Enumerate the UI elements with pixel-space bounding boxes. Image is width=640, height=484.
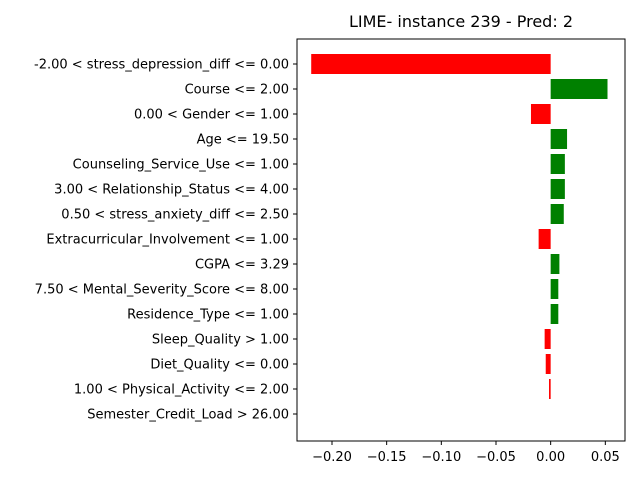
y-tick-label-2: 0.00 < Gender <= 1.00 [134,108,289,123]
y-tick-label-11: Sleep_Quality > 1.00 [152,333,289,348]
axes-layer [293,38,626,445]
x-tick-label-5: 0.05 [591,450,620,465]
x-tick-label-1: −0.15 [367,450,407,465]
bar-7 [538,229,551,249]
labels-layer: -2.00 < stress_depression_diff <= 0.00 Co… [34,58,620,466]
y-tick-label-12: Diet_Quality <= 0.00 [150,358,289,373]
bar-8 [550,254,560,274]
bar-13 [549,379,551,399]
y-tick-label-6: 0.50 < stress_anxiety_diff <= 2.50 [61,208,289,223]
y-tick-label-8: CGPA <= 3.29 [195,258,289,273]
bar-11 [544,329,551,349]
x-tick-label-4: 0.00 [536,450,565,465]
x-tick-label-3: −0.05 [476,450,516,465]
x-tick-label-2: −0.10 [421,450,461,465]
bars-layer [311,54,608,399]
y-tick-label-9: 7.50 < Mental_Severity_Score <= 8.00 [35,283,289,298]
y-tick-label-0: -2.00 < stress_depression_diff <= 0.00 [34,58,289,73]
bar-4 [550,154,565,174]
y-tick-label-4: Counseling_Service_Use <= 1.00 [73,158,289,173]
y-tick-label-7: Extracurricular_Involvement <= 1.00 [46,233,289,248]
plot-frame [296,38,626,442]
bar-12 [545,354,551,374]
x-tick-label-0: −0.20 [312,450,352,465]
bar-9 [550,279,559,299]
bar-3 [550,129,568,149]
y-tick-label-1: Course <= 2.00 [185,83,289,98]
bar-6 [550,204,564,224]
bar-10 [550,304,559,324]
y-tick-label-14: Semester_Credit_Load > 26.00 [87,408,289,423]
chart-title: LIME- instance 239 - Pred: 2 [349,12,573,31]
y-tick-label-5: 3.00 < Relationship_Status <= 4.00 [54,183,289,198]
bar-2 [530,104,551,124]
y-tick-label-3: Age <= 19.50 [197,133,289,148]
y-tick-label-10: Residence_Type <= 1.00 [127,308,289,323]
bar-5 [550,179,565,199]
bar-1 [550,79,608,99]
bar-0 [311,54,551,74]
y-tick-label-13: 1.00 < Physical_Activity <= 2.00 [74,383,289,398]
